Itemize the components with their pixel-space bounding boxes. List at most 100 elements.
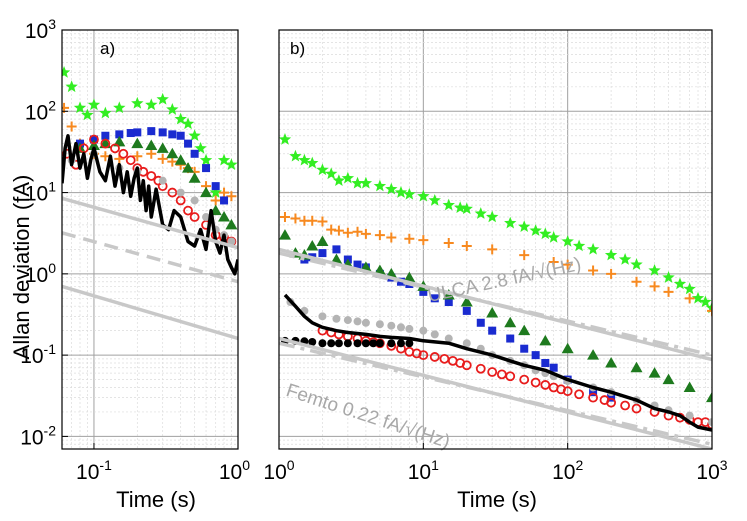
data-point (386, 232, 397, 243)
data-point (707, 419, 712, 430)
data-point (520, 344, 529, 353)
data-point (87, 139, 100, 150)
data-point (145, 139, 158, 150)
data-point (131, 137, 144, 149)
data-point (73, 101, 87, 114)
data-point (547, 231, 560, 243)
data-point (607, 393, 616, 402)
data-point (218, 211, 231, 222)
data-point (518, 220, 531, 232)
series-green-stars (62, 66, 238, 198)
data-point (387, 321, 396, 330)
data-point (157, 153, 168, 164)
data-point (373, 264, 386, 275)
data-point (279, 132, 292, 145)
data-point (158, 128, 167, 137)
data-point (506, 334, 515, 343)
series-reference-lines (279, 336, 712, 449)
data-point (648, 263, 661, 276)
data-point (334, 339, 343, 348)
data-point (168, 130, 177, 139)
data-point (662, 271, 675, 283)
data-point (549, 363, 558, 372)
data-point (166, 103, 179, 115)
data-point (289, 149, 302, 162)
data-point (353, 339, 362, 348)
data-point (126, 129, 135, 138)
data-point (343, 316, 352, 325)
data-point (100, 138, 111, 149)
data-point (403, 187, 416, 200)
reference-line (62, 284, 238, 341)
series-reference-lines (279, 341, 712, 447)
data-point (279, 212, 290, 223)
y-axis-label: Allan deviation (fA) (9, 175, 34, 360)
reference-line (279, 247, 712, 362)
data-point (404, 233, 415, 244)
data-point (396, 323, 405, 332)
data-point (298, 153, 311, 166)
data-point (486, 306, 499, 318)
grid (279, 30, 712, 449)
data-point (133, 128, 142, 137)
data-point (649, 281, 660, 292)
plot-area (62, 66, 238, 341)
data-point (308, 338, 317, 347)
data-point (556, 384, 566, 395)
data-point (316, 235, 329, 247)
series-reference-lines (279, 247, 712, 362)
data-point (132, 151, 143, 162)
data-point (572, 239, 586, 252)
data-point (430, 294, 439, 303)
data-point (115, 130, 124, 139)
data-point (87, 98, 101, 111)
data-point (460, 296, 473, 307)
data-point (663, 286, 674, 297)
reference-line (62, 196, 238, 250)
data-point (317, 216, 328, 227)
data-point (131, 96, 144, 109)
data-point (225, 218, 238, 230)
data-point (417, 189, 430, 202)
data-point (707, 305, 712, 316)
data-point (683, 381, 696, 392)
data-point (65, 80, 78, 93)
series-line (283, 293, 712, 432)
data-point (586, 242, 600, 255)
data-point (220, 196, 229, 205)
data-point (648, 367, 661, 378)
data-point (428, 193, 441, 206)
data-point (562, 386, 573, 397)
data-point (174, 154, 187, 165)
data-point (588, 392, 598, 403)
data-point (369, 339, 378, 348)
data-point (396, 339, 405, 348)
data-point (147, 127, 156, 136)
data-point (146, 171, 157, 181)
data-point (325, 167, 338, 180)
reference-line (279, 336, 712, 449)
data-point (375, 320, 384, 329)
data-point (487, 244, 498, 255)
data-point (374, 230, 385, 241)
panel-b: ULCA 2.8 fA/√(Hz) Femto 0.22 fA/√(Hz) 100 1… (263, 29, 728, 484)
data-point (387, 339, 396, 348)
data-point (411, 348, 422, 359)
data-point (101, 131, 110, 140)
data-point (562, 259, 573, 270)
panel-label-b: b) (290, 39, 305, 58)
data-point (519, 250, 530, 261)
data-point (66, 121, 77, 132)
data-point (318, 312, 327, 321)
series-reference-lines (62, 284, 238, 341)
data-point (461, 241, 472, 252)
data-point (373, 179, 387, 192)
data-point (684, 293, 695, 304)
data-point (486, 210, 499, 223)
data-point (351, 176, 364, 189)
x-axis-label-a: Time (s) (116, 487, 196, 512)
data-point (587, 349, 600, 360)
data-point (202, 213, 211, 222)
annotation: Femto 0.22 fA/√(Hz) (283, 380, 452, 453)
data-point (333, 225, 344, 236)
